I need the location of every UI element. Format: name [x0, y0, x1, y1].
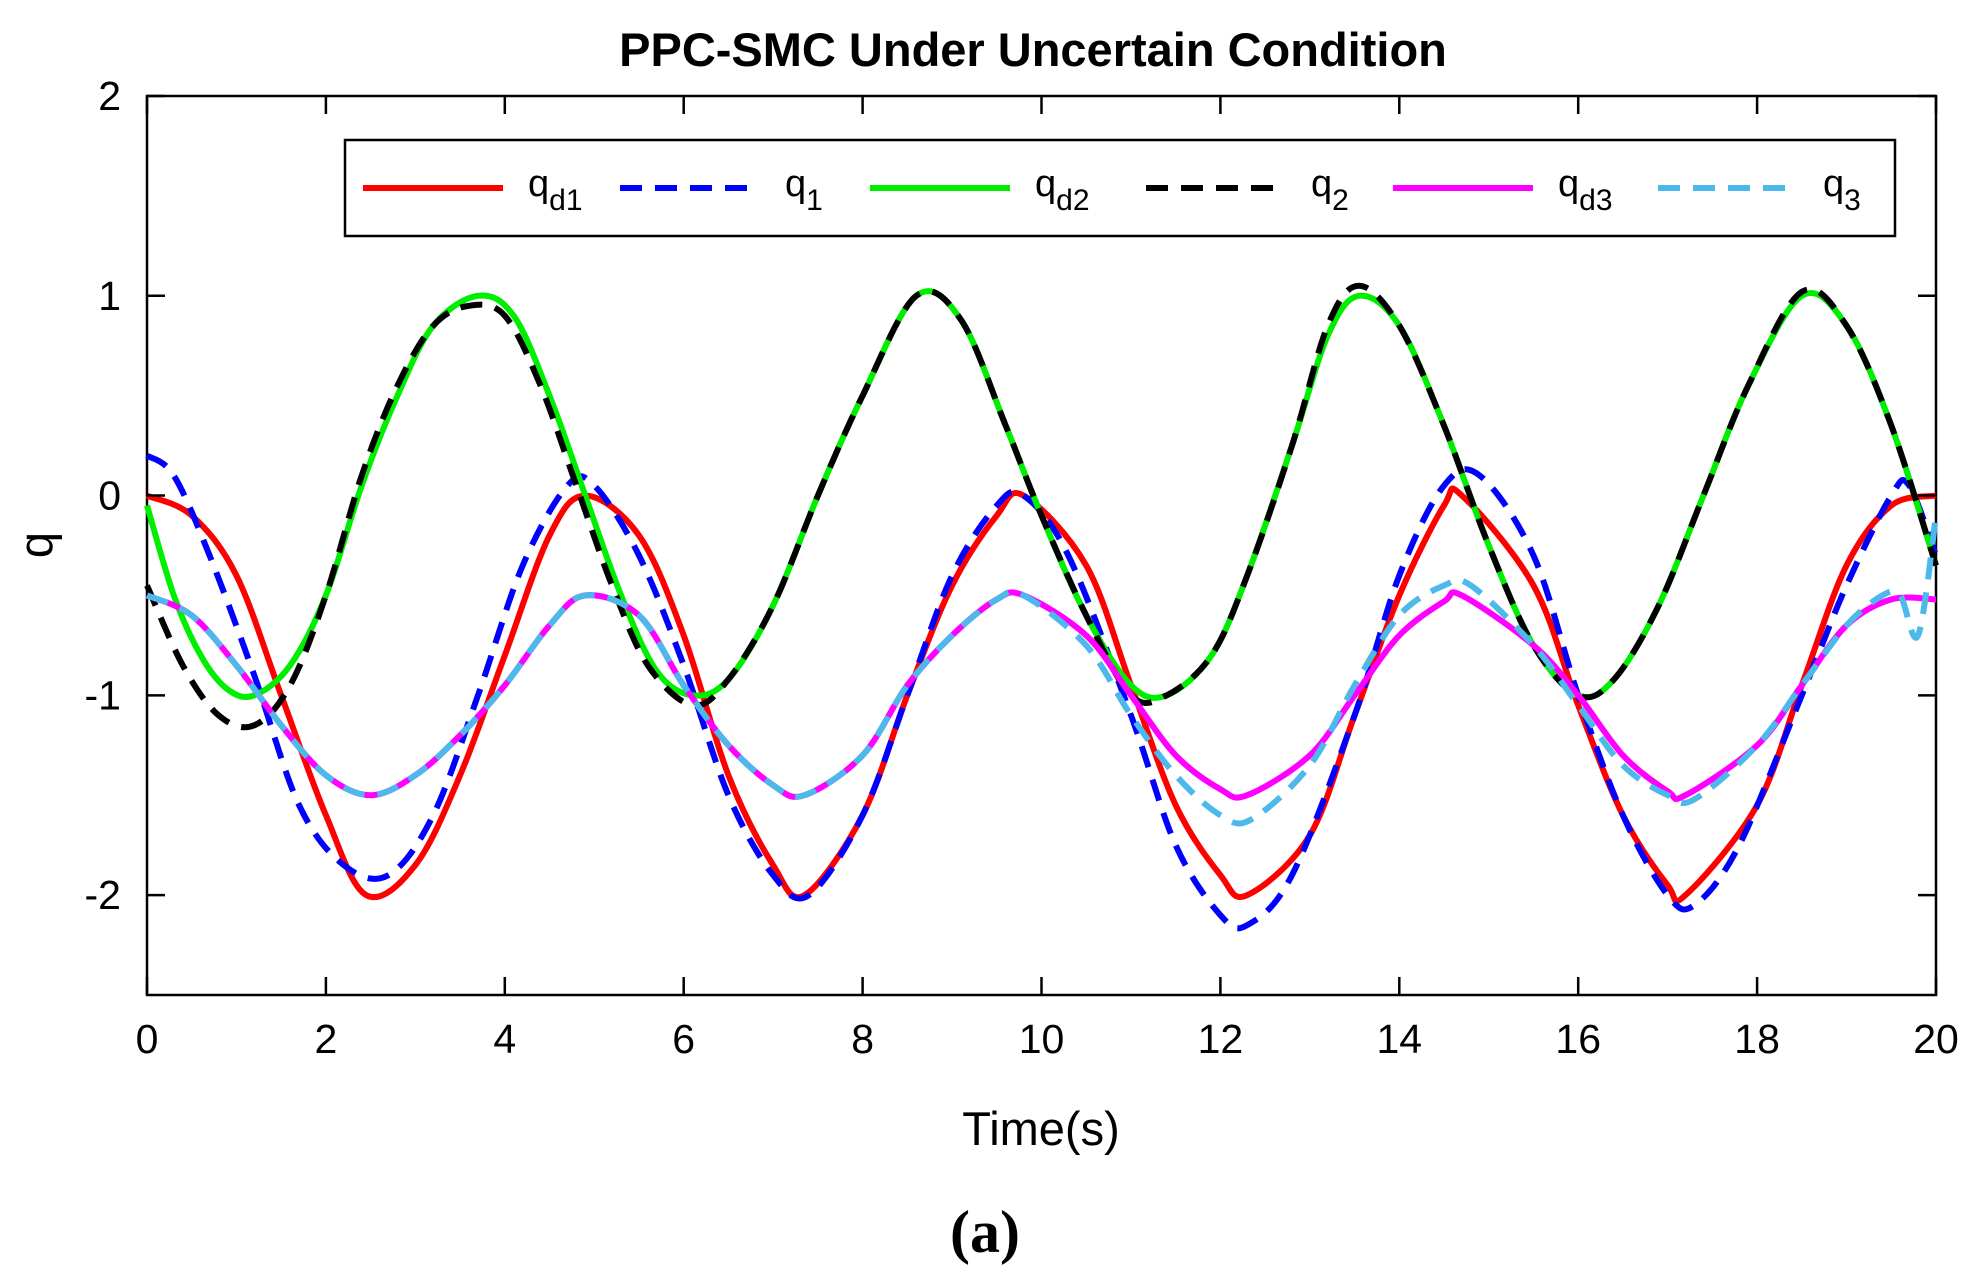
- legend-label-subscript: 2: [1332, 184, 1349, 217]
- legend-items: qd1 q1 qd2 q2 qd3 q3: [363, 163, 1861, 217]
- x-tick-label: 8: [851, 1016, 874, 1062]
- x-tick-labels: 0 2 4 6 8 10 12 14 16 18 20: [136, 1016, 1959, 1062]
- x-tick-label: 6: [672, 1016, 695, 1062]
- y-axis-label: q: [9, 532, 62, 558]
- x-tick-label: 20: [1913, 1016, 1959, 1062]
- legend-label-main: q: [1558, 163, 1579, 205]
- legend-label-main: q: [1035, 163, 1056, 205]
- y-tick-label: -1: [85, 672, 121, 718]
- legend-label-q2: q2: [1311, 163, 1349, 217]
- legend-label-main: q: [1823, 163, 1844, 205]
- legend-label-qd3: qd3: [1558, 163, 1613, 217]
- legend-box: [343, 138, 1897, 238]
- x-tick-label: 14: [1376, 1016, 1422, 1062]
- panel-label: (a): [950, 1199, 1020, 1265]
- series-line-q2: [144, 282, 1939, 731]
- x-tick-label: 16: [1555, 1016, 1601, 1062]
- legend-label-subscript: 3: [1844, 184, 1861, 217]
- plot-area: [144, 94, 1939, 997]
- legend: qd1 q1 qd2 q2 qd3 q3: [343, 138, 1897, 238]
- legend-label-subscript: d1: [549, 184, 582, 217]
- x-axis-label: Time(s): [962, 1102, 1120, 1155]
- x-tick-label: 12: [1198, 1016, 1244, 1062]
- x-tick-label: 0: [136, 1016, 159, 1062]
- series-line-q3: [145, 515, 1939, 827]
- x-tick-label: 18: [1734, 1016, 1780, 1062]
- legend-label-main: q: [528, 163, 549, 205]
- legend-label-subscript: d3: [1579, 184, 1612, 217]
- legend-label-qd1: qd1: [528, 163, 583, 217]
- axis-ticks: [145, 94, 1938, 995]
- y-tick-label: -2: [85, 872, 121, 918]
- legend-label-q1: q1: [785, 163, 823, 217]
- legend-label-main: q: [785, 163, 806, 205]
- x-tick-label: 10: [1019, 1016, 1065, 1062]
- legend-label-qd2: qd2: [1035, 163, 1090, 217]
- legend-label-subscript: d2: [1056, 184, 1089, 217]
- legend-label-subscript: 1: [806, 184, 823, 217]
- series-layer: [144, 282, 1939, 932]
- y-tick-labels: 2 1 0 -1 -2: [85, 73, 121, 918]
- y-tick-label: 1: [98, 273, 121, 319]
- y-tick-label: 0: [98, 473, 121, 519]
- y-tick-label: 2: [98, 73, 121, 119]
- legend-label-main: q: [1311, 163, 1332, 205]
- x-tick-label: 2: [314, 1016, 337, 1062]
- x-tick-label: 4: [493, 1016, 516, 1062]
- chart-title: PPC-SMC Under Uncertain Condition: [619, 23, 1447, 76]
- legend-label-q3: q3: [1823, 163, 1861, 217]
